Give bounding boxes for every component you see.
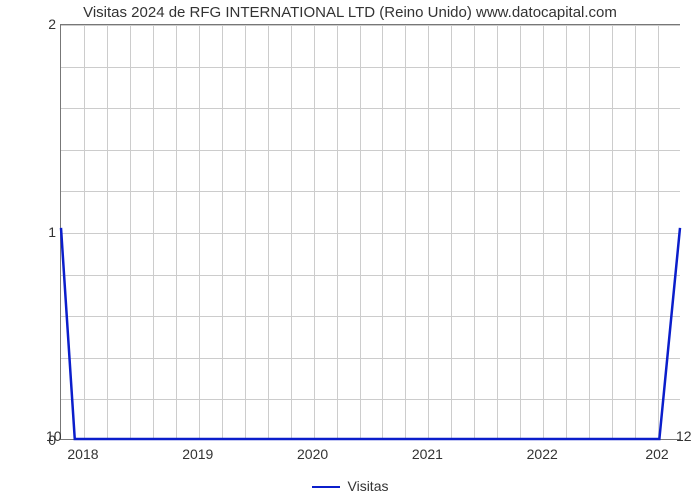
legend-swatch <box>312 486 340 488</box>
chart-title: Visitas 2024 de RFG INTERNATIONAL LTD (R… <box>0 4 700 21</box>
x-tick: 2022 <box>527 446 558 462</box>
series-line <box>61 25 680 439</box>
x-tick: 2020 <box>297 446 328 462</box>
legend-label: Visitas <box>348 478 389 494</box>
y-tick: 2 <box>26 16 56 32</box>
stray-label-10: 10 <box>46 428 62 444</box>
y-tick: 1 <box>26 224 56 240</box>
plot-area <box>60 24 680 440</box>
legend: Visitas <box>0 478 700 494</box>
stray-label-12: 12 <box>676 428 692 444</box>
x-tick: 2018 <box>67 446 98 462</box>
x-tick: 2019 <box>182 446 213 462</box>
x-tick-truncated: 202 <box>645 446 668 462</box>
x-tick: 2021 <box>412 446 443 462</box>
